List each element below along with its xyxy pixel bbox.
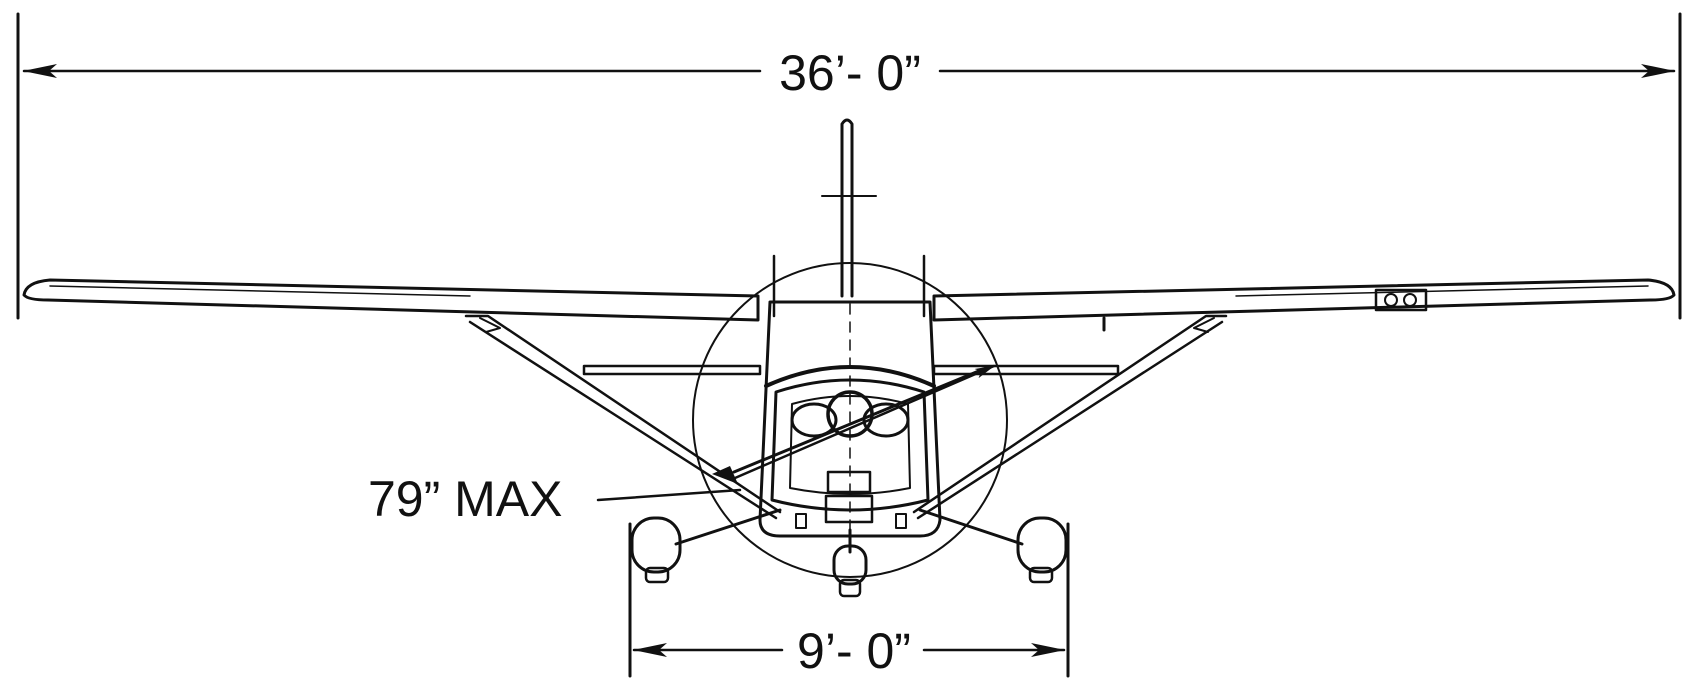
propeller-diameter-label: 79” MAX	[368, 471, 563, 527]
right-strut-fitting	[1193, 317, 1215, 333]
right-wing-outline	[932, 278, 1676, 322]
right-tire	[1028, 566, 1054, 584]
wheel-track-dimension: 9’- 0”	[628, 522, 1070, 678]
cowling-outline	[770, 378, 930, 512]
left-wing-outline	[22, 278, 760, 322]
left-strut-fitting	[479, 317, 501, 333]
exhaust-block	[824, 494, 874, 524]
propeller-diameter-arrow	[733, 364, 996, 480]
fuselage-lower-left-tab	[795, 513, 807, 529]
propeller-diameter-callout: 79” MAX	[368, 364, 996, 527]
left-wing-strut	[464, 314, 782, 520]
wingspan-dimension: 36’- 0”	[16, 12, 1682, 320]
fuselage	[758, 300, 942, 541]
landing-light	[1374, 288, 1428, 312]
left-stabilizer	[582, 364, 762, 376]
cowling-inner	[789, 395, 911, 495]
wheel-track-label: 9’- 0”	[797, 623, 911, 678]
right-wing-strut	[912, 314, 1228, 520]
vertical-fin	[772, 118, 926, 318]
right-wing-aileron-line	[1235, 285, 1649, 297]
propeller-arc	[692, 262, 1008, 578]
propeller-blade	[732, 366, 988, 474]
nose-tire	[838, 578, 862, 598]
wing-struts	[464, 314, 1228, 520]
left-wheel-fairing	[630, 516, 682, 574]
landing-gear	[630, 508, 1068, 598]
wingspan-label: 36’- 0”	[779, 45, 921, 101]
left-gear-leg	[674, 508, 782, 546]
right-wheel-fairing	[1016, 516, 1068, 574]
right-gear-leg	[918, 508, 1024, 546]
nose-wheel-fairing	[832, 544, 868, 586]
fin-outline	[840, 118, 854, 298]
left-tire	[644, 566, 670, 584]
landing-light-lamp-left	[1384, 293, 1398, 307]
left-wing-aileron-line	[49, 285, 471, 297]
landing-light-lamp-right	[1403, 293, 1417, 307]
propeller-arrow-tail	[712, 466, 738, 484]
fuselage-lower-right-tab	[895, 513, 907, 529]
cabin-outline	[758, 300, 942, 538]
right-air-inlet	[862, 402, 910, 438]
left-air-inlet	[790, 402, 838, 438]
lower-cowl-door	[826, 470, 872, 494]
propeller-leader-line	[596, 488, 742, 502]
right-stabilizer	[932, 364, 1120, 376]
wing	[22, 278, 1676, 332]
